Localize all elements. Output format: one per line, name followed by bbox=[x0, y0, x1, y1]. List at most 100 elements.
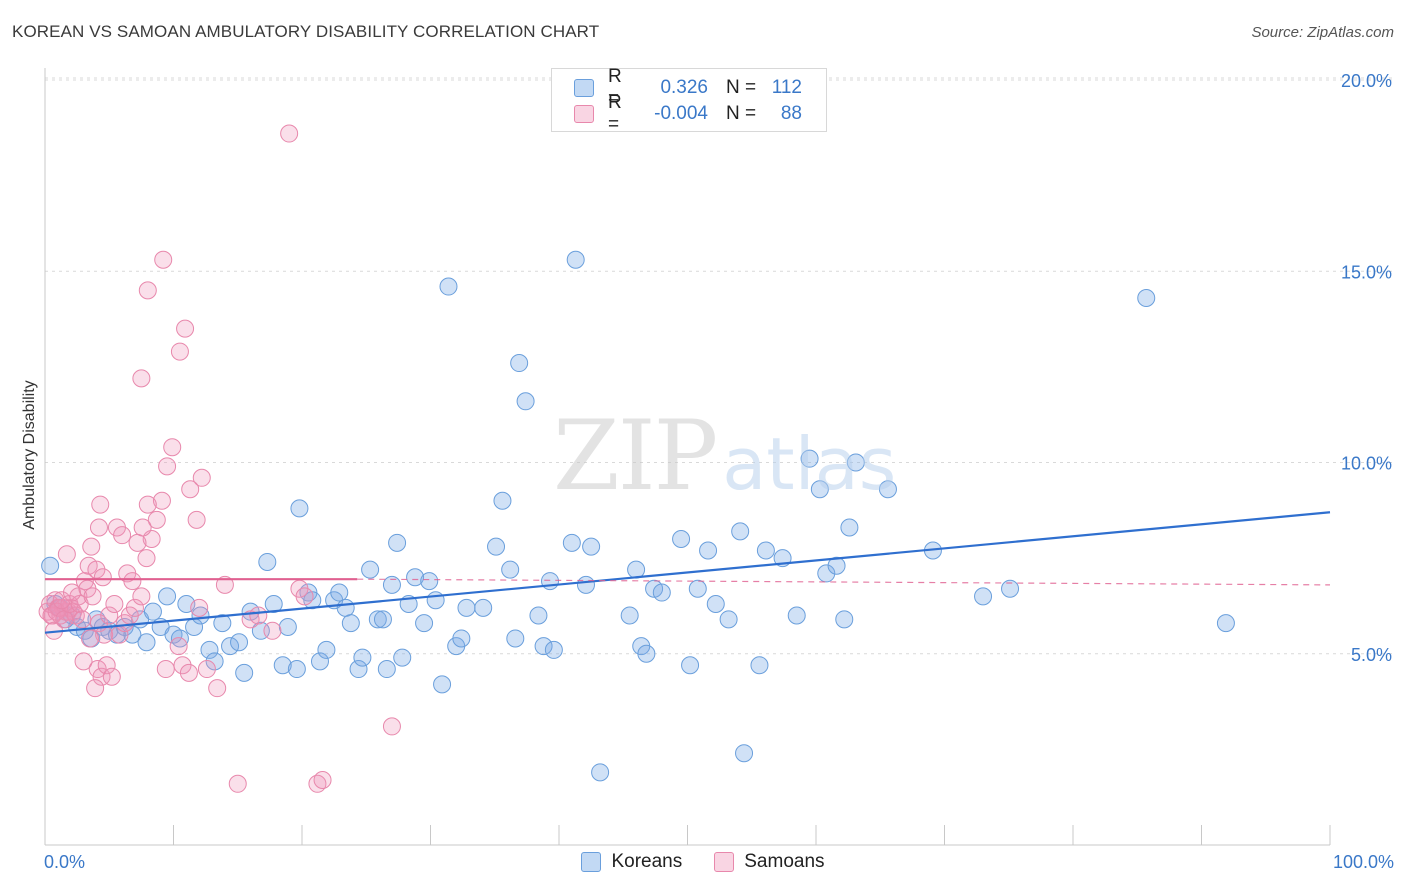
samoan-point bbox=[263, 621, 282, 640]
samoan-point bbox=[197, 660, 216, 679]
korean-point bbox=[493, 491, 512, 510]
korean-point bbox=[420, 572, 439, 591]
legend-row-korean: R = 0.326 N = 112 bbox=[574, 66, 802, 109]
samoan-point bbox=[80, 629, 99, 648]
samoan-point bbox=[313, 770, 332, 789]
chart-title: KOREAN VS SAMOAN AMBULATORY DISABILITY C… bbox=[12, 22, 600, 41]
korean-point bbox=[200, 640, 219, 659]
samoan-point bbox=[173, 656, 192, 675]
korean-point bbox=[672, 530, 691, 548]
y-tick-label: 5.0% bbox=[1351, 645, 1392, 665]
korean-point bbox=[317, 640, 336, 659]
samoan-point bbox=[93, 568, 112, 587]
samoan-point bbox=[192, 468, 211, 487]
samoan-point bbox=[138, 281, 157, 300]
legend-item-koreans: Koreans bbox=[581, 851, 682, 873]
korean-point bbox=[310, 652, 329, 671]
samoan-point bbox=[163, 438, 182, 457]
korean-point bbox=[406, 568, 425, 587]
korean-point bbox=[582, 537, 601, 556]
samoan-point bbox=[128, 533, 147, 552]
y-axis-title: Ambulatory Disability bbox=[21, 380, 38, 530]
korean-point bbox=[544, 640, 563, 659]
korean-point bbox=[368, 610, 387, 629]
korean-point bbox=[627, 560, 646, 579]
korean-point bbox=[562, 533, 581, 552]
korean-point bbox=[341, 614, 360, 633]
y-tick-labels: 5.0% 10.0% 15.0% 20.0% bbox=[1341, 71, 1392, 665]
korean-point bbox=[336, 598, 355, 617]
watermark: ZIPatlas bbox=[553, 400, 896, 512]
korean-point bbox=[541, 572, 560, 591]
korean-point bbox=[382, 575, 401, 594]
legend-item-samoans: Samoans bbox=[714, 851, 825, 873]
source-credit: Source: ZipAtlas.com bbox=[1251, 24, 1394, 41]
samoan-point bbox=[62, 583, 81, 602]
legend-label-koreans: Koreans bbox=[611, 851, 683, 872]
gridlines bbox=[45, 77, 1392, 655]
samoan-point bbox=[382, 717, 401, 736]
trend-lines bbox=[44, 511, 1331, 634]
samoan-point bbox=[83, 587, 102, 606]
korean-point bbox=[278, 617, 297, 636]
y-tick-label: 15.0% bbox=[1341, 262, 1392, 282]
korean-point bbox=[213, 614, 232, 633]
korean-point bbox=[620, 606, 639, 625]
korean-point bbox=[706, 595, 725, 614]
korean-point bbox=[191, 606, 210, 625]
samoan-point bbox=[179, 663, 198, 682]
korean-point bbox=[787, 606, 806, 625]
korean-point bbox=[349, 660, 368, 679]
samoan-point bbox=[156, 660, 175, 679]
watermark-atlas: atlas bbox=[722, 422, 897, 506]
samoan-point bbox=[170, 342, 189, 361]
korean-point bbox=[800, 449, 819, 468]
samoan-point bbox=[249, 606, 268, 625]
korean-point bbox=[1001, 579, 1020, 598]
korean-point bbox=[170, 629, 189, 648]
legend-n-value: 112 bbox=[771, 77, 802, 98]
samoan-point bbox=[158, 457, 177, 476]
korean-point bbox=[974, 587, 993, 606]
korean-point bbox=[534, 637, 553, 656]
y-tick-label: 10.0% bbox=[1341, 454, 1392, 474]
korean-point bbox=[731, 522, 750, 541]
samoan-point bbox=[181, 480, 200, 499]
korean-point bbox=[457, 598, 476, 617]
samoan-point bbox=[125, 598, 144, 617]
samoan-point bbox=[169, 637, 188, 656]
korean-point bbox=[637, 644, 656, 663]
korean-point bbox=[433, 675, 452, 694]
samoan-point bbox=[97, 656, 116, 675]
correlation-legend: R = 0.326 N = 112 R = -0.004 N = 88 bbox=[551, 66, 827, 135]
korean-point bbox=[817, 564, 836, 583]
samoan-point bbox=[82, 537, 101, 556]
legend-n-label: N = bbox=[726, 103, 757, 124]
series-legend: Koreans Samoans bbox=[0, 851, 1406, 873]
samoan-point bbox=[91, 495, 110, 514]
legend-r-value: -0.004 bbox=[654, 103, 708, 124]
samoan-point bbox=[74, 652, 93, 671]
korean-point bbox=[287, 660, 306, 679]
samoan-point bbox=[138, 495, 157, 514]
legend-r-label: R = bbox=[608, 92, 622, 135]
samoan-point bbox=[89, 518, 108, 537]
legend-label-samoans: Samoans bbox=[744, 851, 825, 872]
samoan-point bbox=[137, 549, 156, 568]
x-tick-label-max: 100.0% bbox=[1332, 852, 1394, 872]
korean-point bbox=[158, 587, 177, 606]
y-tick-label: 20.0% bbox=[1341, 71, 1392, 91]
korean-point bbox=[566, 250, 585, 269]
korean-point bbox=[878, 480, 897, 499]
samoan-point bbox=[133, 518, 152, 537]
korean-point bbox=[810, 480, 829, 499]
korean-point bbox=[835, 610, 854, 629]
samoan-point bbox=[102, 667, 121, 686]
korean-point bbox=[840, 518, 859, 537]
axes bbox=[44, 68, 1331, 846]
korean-point bbox=[290, 499, 309, 518]
x-tick-label-min: 0.0% bbox=[44, 852, 86, 872]
korean-point bbox=[439, 277, 458, 296]
samoan-point bbox=[113, 526, 132, 545]
